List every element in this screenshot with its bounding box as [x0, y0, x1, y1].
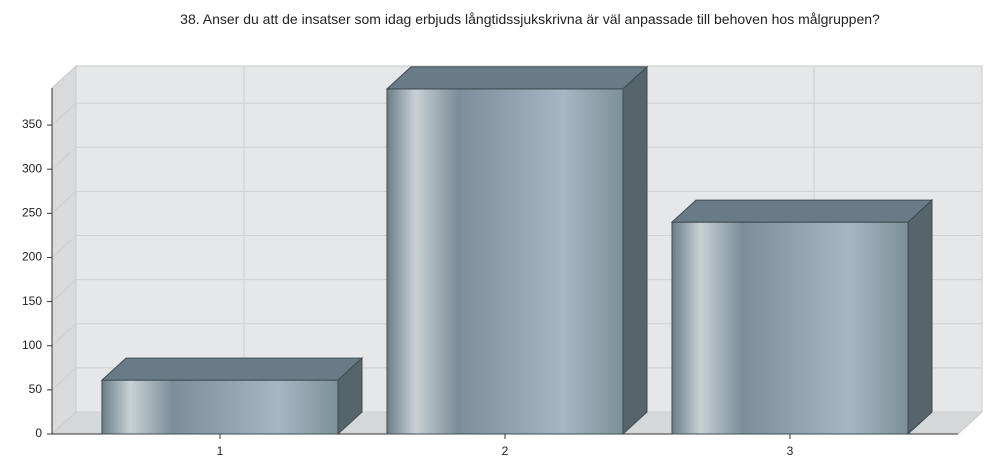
- chart-title: 38. Anser du att de insatser som idag er…: [180, 11, 880, 27]
- y-tick-label: 300: [22, 161, 42, 175]
- bar-top: [670, 199, 934, 223]
- bar: [385, 65, 649, 436]
- grid-line: [51, 146, 77, 170]
- y-tick-label: 50: [29, 382, 43, 396]
- x-tick-label: 2: [502, 444, 509, 458]
- y-tick-label: 350: [22, 117, 42, 131]
- bar-side: [622, 65, 648, 436]
- grid-line: [51, 235, 77, 258]
- bar-front: [386, 88, 624, 435]
- grid-line: [51, 367, 77, 391]
- x-tick-label: 3: [787, 444, 794, 458]
- grid-line: [51, 102, 77, 126]
- y-tick-label: 150: [22, 294, 42, 308]
- y-tick-label: 100: [22, 338, 42, 352]
- bar-top: [100, 357, 364, 381]
- bar-front: [101, 379, 339, 435]
- bar-front: [671, 221, 909, 435]
- bar-top: [385, 66, 649, 90]
- grid-line: [51, 411, 77, 435]
- grid-line: [51, 279, 77, 302]
- y-tick-label: 0: [35, 426, 42, 440]
- x-tick-label: 1: [217, 444, 224, 458]
- bar-side: [337, 357, 363, 436]
- bar: [100, 357, 364, 436]
- bar: [670, 199, 934, 436]
- grid-line: [51, 190, 77, 214]
- bar-side: [907, 199, 933, 436]
- grid-line: [51, 323, 77, 347]
- y-tick-label: 250: [22, 206, 42, 220]
- y-tick-label: 200: [22, 250, 42, 264]
